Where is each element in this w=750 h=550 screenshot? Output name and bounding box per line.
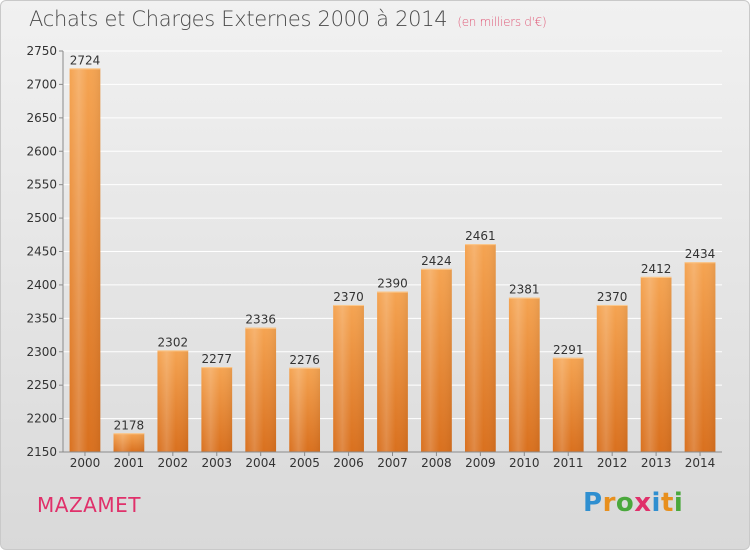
x-tick-label: 2010 bbox=[509, 456, 540, 470]
data-label: 2302 bbox=[158, 335, 189, 349]
y-tick-label: 2500 bbox=[26, 211, 57, 225]
logo-letter: x bbox=[634, 488, 652, 518]
logo-letter: t bbox=[660, 488, 674, 518]
data-label: 2291 bbox=[553, 343, 584, 357]
bar-highlight bbox=[69, 68, 101, 453]
y-tick-label: 2650 bbox=[26, 111, 57, 125]
data-label: 2724 bbox=[70, 53, 101, 67]
bar-highlight bbox=[640, 276, 672, 452]
y-tick-label: 2150 bbox=[26, 445, 57, 459]
x-tick-label: 2007 bbox=[377, 456, 408, 470]
bar-highlight bbox=[333, 304, 364, 452]
logo-letter: i bbox=[673, 488, 684, 518]
x-tick-label: 2008 bbox=[421, 456, 452, 470]
data-label: 2370 bbox=[597, 290, 628, 304]
bar-highlight bbox=[684, 262, 716, 452]
x-tick-label: 2012 bbox=[597, 456, 628, 470]
data-label: 2336 bbox=[245, 313, 276, 327]
bar-highlight bbox=[508, 297, 540, 452]
data-label: 2381 bbox=[509, 283, 540, 297]
bar-highlight bbox=[552, 357, 584, 452]
data-label: 2178 bbox=[114, 418, 145, 432]
city-name: MAZAMET bbox=[37, 493, 141, 517]
logo-letter: r bbox=[602, 488, 616, 518]
bar-highlight bbox=[289, 367, 321, 452]
x-tick-label: 2011 bbox=[553, 456, 584, 470]
data-label: 2390 bbox=[377, 277, 408, 291]
bar-layer: 2724 2178 2302 2277 2336 2276 2370 2390 2424 2461… bbox=[69, 53, 716, 453]
x-tick-label: 2005 bbox=[289, 456, 320, 470]
bar-highlight bbox=[464, 244, 496, 452]
x-tick-label: 2014 bbox=[685, 456, 716, 470]
x-tick-label: 2002 bbox=[158, 456, 189, 470]
data-label: 2424 bbox=[421, 254, 452, 268]
y-tick-label: 2750 bbox=[26, 44, 57, 58]
bar-highlight bbox=[113, 433, 145, 452]
axis-layer: 2150 2200 2250 2300 2350 2400 2450 2500 2550 2600… bbox=[26, 44, 722, 470]
y-tick-label: 2250 bbox=[26, 378, 57, 392]
x-tick-label: 2000 bbox=[70, 456, 101, 470]
x-tick-label: 2009 bbox=[465, 456, 496, 470]
data-label: 2370 bbox=[333, 290, 364, 304]
proxiti-logo: Proxiti bbox=[583, 488, 683, 518]
data-label: 2412 bbox=[641, 262, 672, 276]
y-tick-label: 2350 bbox=[26, 311, 57, 325]
y-tick-label: 2550 bbox=[26, 178, 57, 192]
bar-highlight bbox=[377, 291, 408, 452]
x-tick-label: 2006 bbox=[333, 456, 364, 470]
x-tick-label: 2003 bbox=[201, 456, 232, 470]
data-label: 2276 bbox=[289, 353, 320, 367]
bar-highlight bbox=[157, 350, 189, 452]
bar-highlight bbox=[421, 268, 452, 452]
y-tick-label: 2400 bbox=[26, 278, 57, 292]
logo-letter: P bbox=[583, 488, 603, 518]
data-label: 2434 bbox=[685, 247, 716, 261]
y-tick-label: 2450 bbox=[26, 245, 57, 259]
chart-subtitle: (en milliers d'€) bbox=[457, 15, 547, 29]
chart-title: Achats et Charges Externes 2000 à 2014 bbox=[29, 7, 448, 31]
y-tick-label: 2700 bbox=[26, 77, 57, 91]
y-tick-label: 2600 bbox=[26, 144, 57, 158]
y-tick-label: 2200 bbox=[26, 412, 57, 426]
x-tick-label: 2013 bbox=[641, 456, 672, 470]
bar-highlight bbox=[596, 304, 628, 452]
x-tick-label: 2001 bbox=[114, 456, 145, 470]
y-tick-label: 2300 bbox=[26, 345, 57, 359]
logo-letter: i bbox=[651, 488, 661, 518]
bar-highlight bbox=[201, 367, 233, 452]
data-label: 2461 bbox=[465, 229, 496, 243]
bar-highlight bbox=[245, 327, 277, 452]
data-label: 2277 bbox=[201, 352, 232, 366]
chart-title-line: Achats et Charges Externes 2000 à 2014 (e… bbox=[29, 7, 547, 31]
x-tick-label: 2004 bbox=[245, 456, 276, 470]
logo-letter: o bbox=[615, 488, 635, 518]
